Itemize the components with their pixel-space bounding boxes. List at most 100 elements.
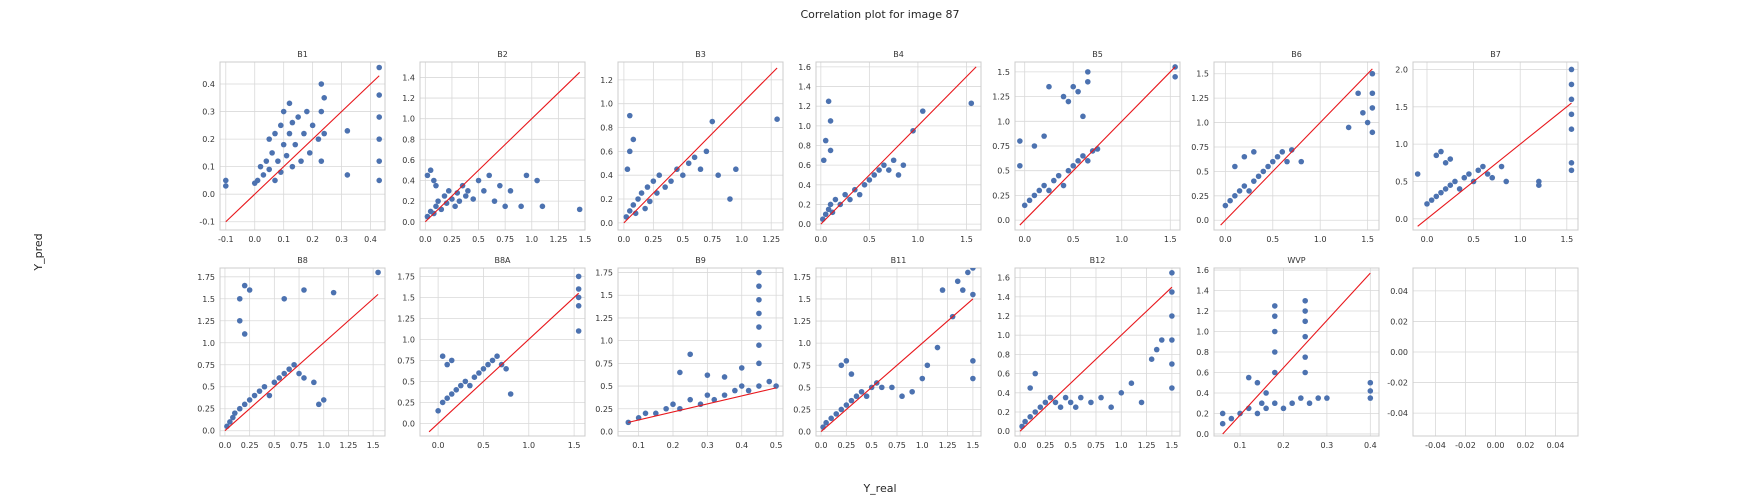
data-point (1094, 146, 1101, 152)
data-point (309, 122, 316, 129)
data-point (895, 172, 902, 178)
data-point (427, 167, 434, 174)
x-tick-label: 0.25 (837, 441, 855, 450)
subplot-b7: 0.0 0.5 1.0 1.5 0.0 0.5 1.0 1.5 2.0 B7 (1395, 50, 1579, 244)
subplot-b12: 0.0 0.25 0.5 0.75 1.0 1.25 1.5 0.0 0.2 0.4 0.6 0.8 1… (997, 256, 1181, 450)
data-point (1022, 418, 1028, 425)
data-point (732, 387, 738, 394)
data-point (1232, 163, 1238, 170)
y-tick-label: 1.6 (1196, 266, 1209, 275)
y-tick-label: 0.0 (402, 419, 415, 428)
y-tick-label: 0.02 (1390, 317, 1408, 326)
subplot-title: B8 (297, 256, 308, 265)
data-point (298, 158, 304, 164)
y-tick-label: 0.5 (600, 382, 613, 391)
y-tick-label: 1.75 (197, 273, 215, 282)
data-point (1568, 160, 1575, 166)
data-point (575, 286, 582, 292)
data-point (1046, 83, 1052, 90)
data-point (1302, 297, 1308, 304)
data-point (1271, 349, 1278, 355)
data-point (970, 375, 976, 382)
data-point (424, 213, 431, 220)
subplot-b2: 0.0 0.25 0.5 0.75 1.0 1.25 1.5 0.0 0.2 0.4 0.6 0.8 1… (402, 50, 591, 244)
data-point (1057, 404, 1064, 411)
data-point (756, 283, 762, 289)
data-point (843, 402, 850, 408)
data-point (320, 397, 327, 403)
data-point (1153, 346, 1160, 353)
x-tick-label: 0.25 (1036, 441, 1054, 450)
data-point (1284, 158, 1290, 165)
data-point (1138, 399, 1145, 406)
data-point (1536, 182, 1542, 188)
x-tick-label: 1.0 (1314, 235, 1327, 244)
data-point (697, 166, 704, 173)
data-point (266, 166, 273, 173)
data-point (456, 198, 463, 204)
subplot-title: B7 (1490, 50, 1501, 59)
x-tick-label: -0.04 (1425, 441, 1446, 450)
x-tick-label: 0.5 (1067, 235, 1080, 244)
data-point (1036, 187, 1043, 194)
data-point (1232, 193, 1238, 199)
data-point (286, 130, 293, 137)
subplot-b1: -0.1 0.0 0.1 0.2 0.3 0.4 -0.1 0.0 0.1 0.2 0.3 0.4 B1 (199, 50, 386, 244)
data-point (575, 294, 582, 301)
subplot-title: B12 (1090, 256, 1106, 265)
y-tick-label: 0.0 (600, 219, 613, 228)
y-tick-label: 1.2 (997, 312, 1010, 321)
data-point (822, 137, 829, 144)
data-point (968, 100, 975, 107)
x-tick-label: 0.25 (644, 235, 662, 244)
x-tick-label: 0.0 (248, 235, 261, 244)
data-point (1280, 405, 1287, 412)
axes-frame (1412, 267, 1579, 437)
y-tick-label: 0.8 (600, 124, 613, 133)
subplot-title: B5 (1092, 50, 1103, 59)
subplot-title: B6 (1291, 50, 1302, 59)
y-tick-label: 0.0 (997, 427, 1010, 436)
data-point (286, 100, 293, 107)
data-point (318, 158, 325, 164)
data-point (1438, 189, 1444, 196)
y-tick-label: 0.4 (798, 181, 811, 190)
data-point (1060, 93, 1067, 100)
data-point (1302, 333, 1308, 340)
data-point (376, 158, 383, 164)
data-point (881, 162, 887, 168)
data-point (1271, 328, 1278, 335)
y-tick-label: 0.0 (600, 427, 613, 436)
data-point (1568, 167, 1575, 174)
x-tick-label: 0.3 (1321, 441, 1334, 450)
data-point (289, 163, 296, 170)
data-point (281, 370, 288, 377)
x-tick-label: 1.25 (939, 441, 957, 450)
data-point (711, 396, 718, 403)
data-point (435, 408, 441, 414)
data-point (241, 401, 248, 408)
y-tick-label: 0.0 (1395, 215, 1408, 224)
data-point (1169, 361, 1175, 367)
y-tick-label: 0.5 (402, 377, 415, 386)
data-point (668, 178, 674, 184)
x-tick-label: 0.02 (1517, 441, 1535, 450)
x-tick-label: 0.0 (814, 235, 827, 244)
y-tick-label: 0.5 (1395, 177, 1408, 186)
x-tick-label: 1.0 (916, 441, 929, 450)
data-point (1324, 395, 1330, 401)
x-tick-label: 0.4 (1364, 441, 1377, 450)
y-tick-label: 1.0 (798, 339, 811, 348)
data-point (1055, 172, 1062, 179)
data-point (626, 112, 633, 119)
data-point (470, 196, 477, 202)
y-tick-label: 0.75 (595, 359, 613, 368)
data-point (1315, 395, 1322, 401)
data-point (1345, 124, 1352, 131)
data-point (321, 95, 328, 101)
data-point (452, 203, 458, 210)
x-tick-label: 0.75 (1087, 441, 1105, 450)
data-point (1461, 174, 1468, 181)
y-tick-label: 0.0 (202, 190, 215, 199)
data-point (919, 108, 926, 114)
